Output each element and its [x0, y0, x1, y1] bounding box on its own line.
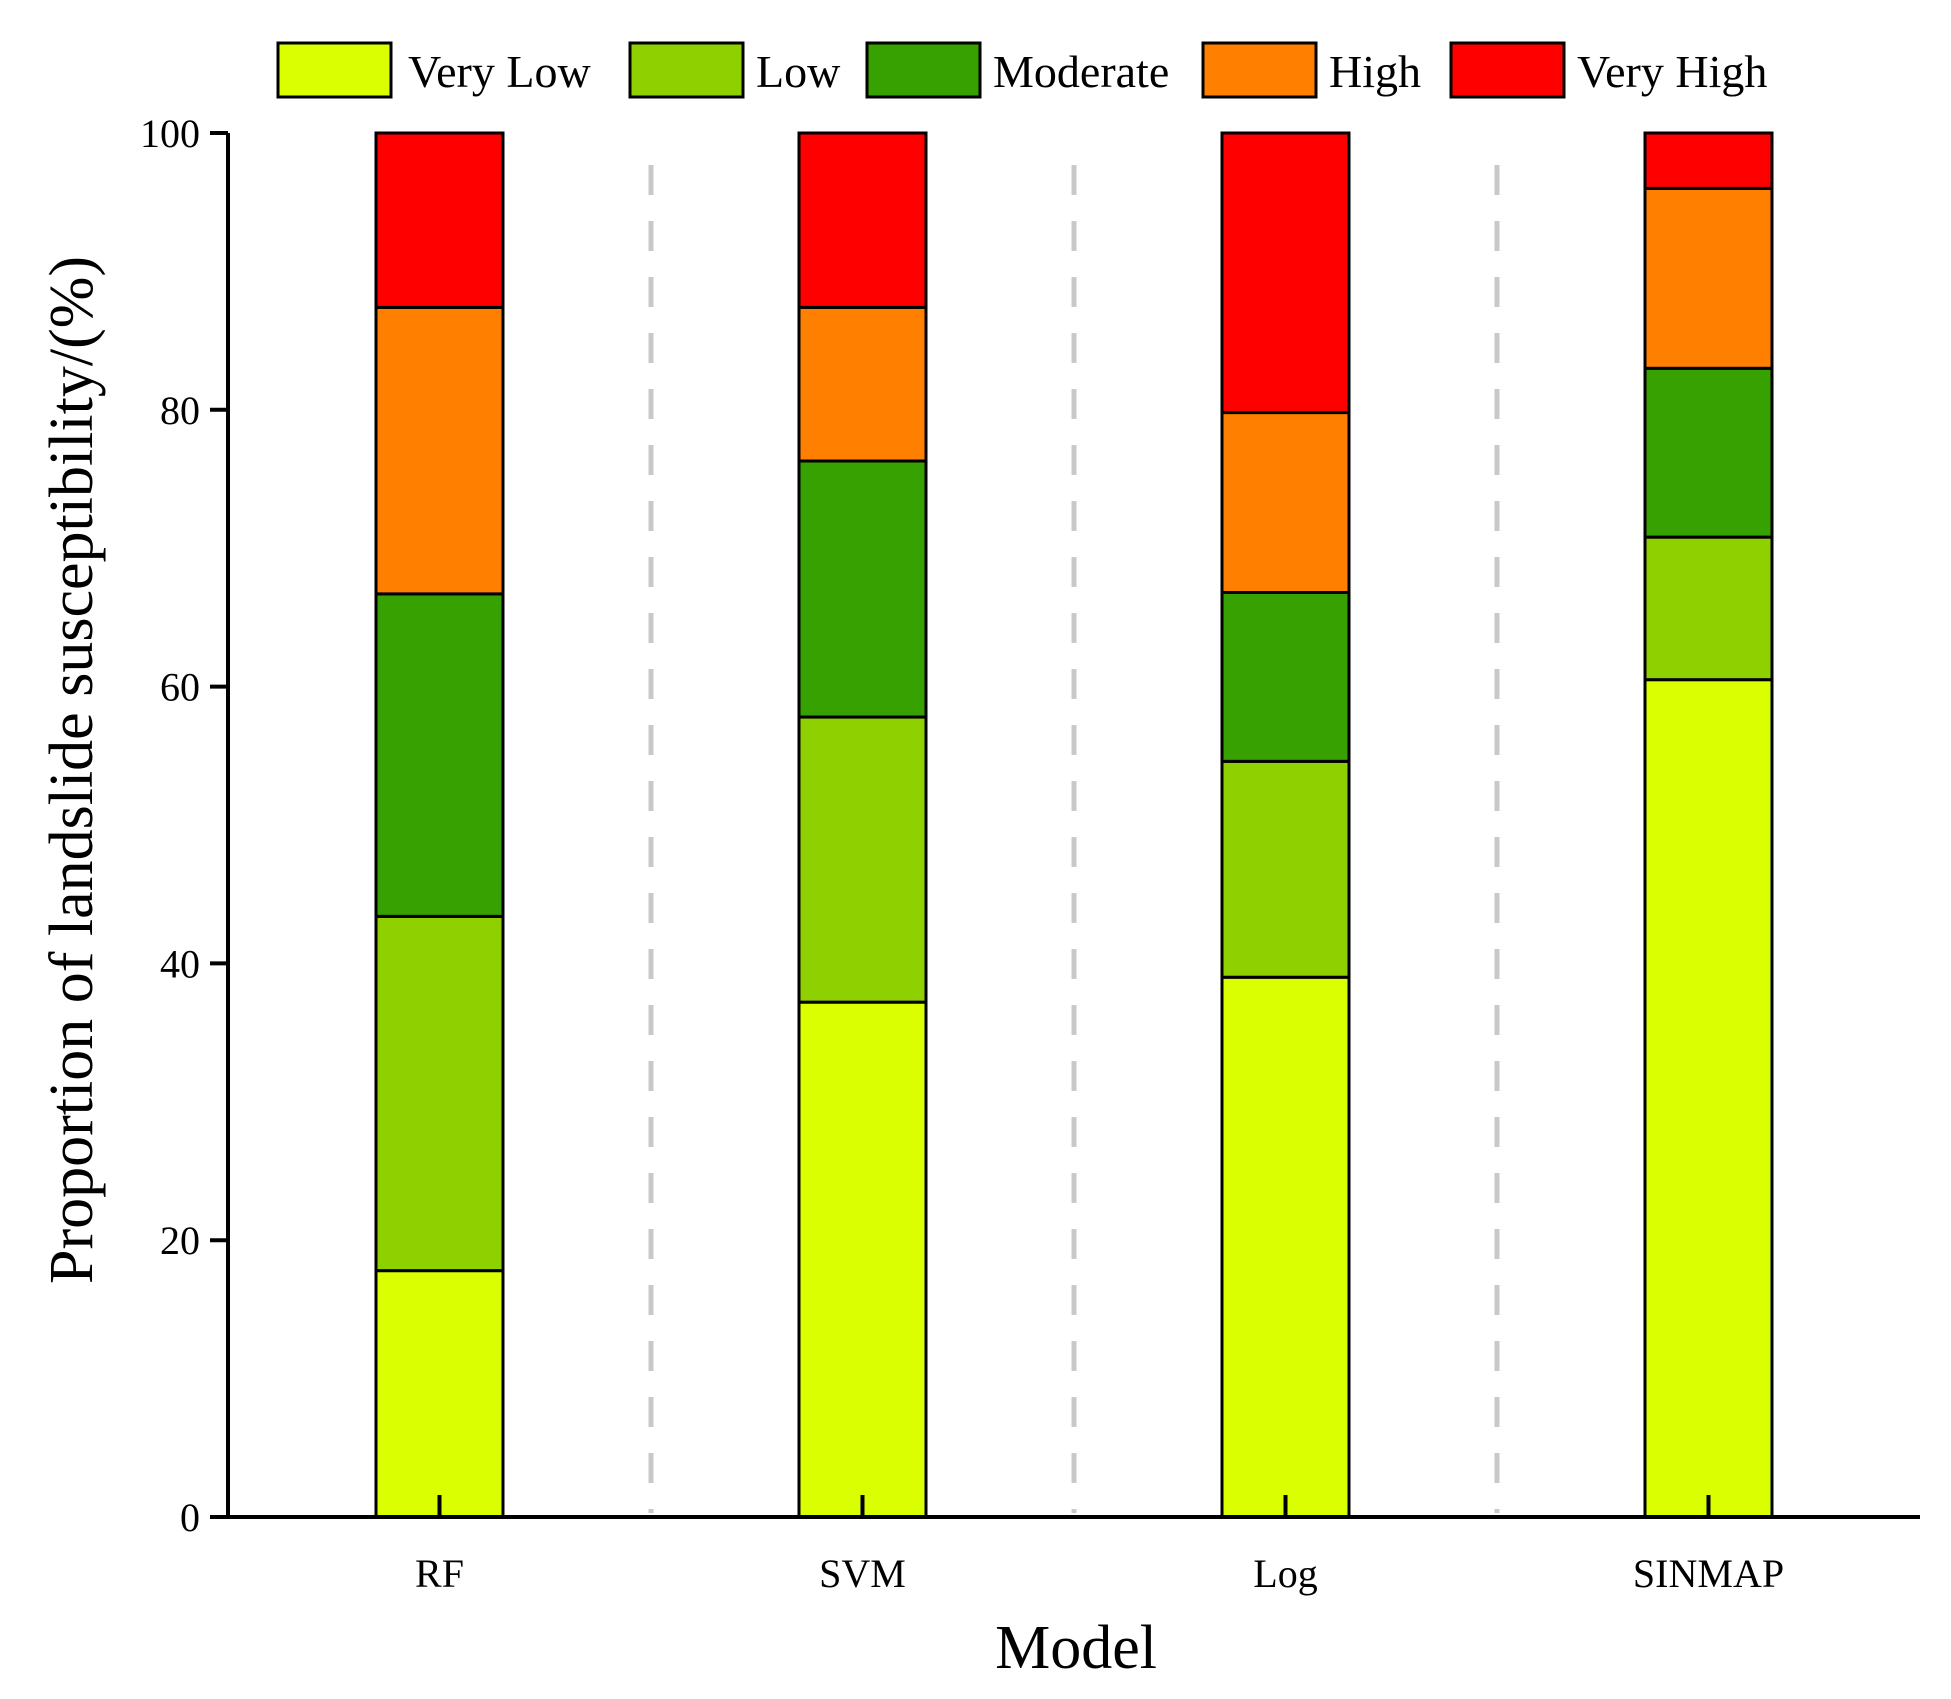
axes [226, 133, 1920, 1519]
legend-swatch-very-high [1449, 41, 1566, 99]
y-axis-title: Proportion of landslide susceptibility/(… [38, 256, 106, 1284]
x-tick-label-sinmap: SINMAP [1633, 1551, 1784, 1596]
bar-segment-sinmap-very-low [1643, 678, 1774, 1519]
bar-segment-rf-very-low [374, 1269, 505, 1519]
bar-segment-svm-moderate [797, 459, 928, 719]
bar-segment-log-moderate [1220, 590, 1351, 763]
legend-swatch-very-low [276, 41, 393, 99]
bar-segment-sinmap-low [1643, 535, 1774, 682]
axis-ticks: 0 20 40 60 80 100 RF SVM Log SINMAP [140, 111, 1784, 1596]
bar-segment-sinmap-very-high [1643, 131, 1774, 190]
bar-segment-svm-low [797, 715, 928, 1004]
legend: Very Low Low Moderate High Very High [276, 41, 1767, 99]
bar-segment-log-low [1220, 759, 1351, 979]
bar-segment-rf-very-high [374, 131, 505, 309]
bar-segment-rf-moderate [374, 592, 505, 918]
y-tick-label: 0 [180, 1495, 200, 1540]
legend-swatch-high [1201, 41, 1318, 99]
bar-segment-log-very-high [1220, 131, 1351, 415]
x-tick-label-svm: SVM [819, 1551, 906, 1596]
bar-segment-svm-high [797, 305, 928, 463]
legend-label-very-high: Very High [1577, 46, 1767, 97]
bar-segment-log-high [1220, 411, 1351, 594]
category-separators [648, 165, 1500, 1513]
bar-segment-sinmap-high [1643, 186, 1774, 370]
y-tick-label: 100 [140, 111, 200, 156]
bar-segment-sinmap-moderate [1643, 366, 1774, 539]
y-tick-label: 80 [160, 388, 200, 433]
y-tick-label: 20 [160, 1218, 200, 1263]
bar-segment-rf-low [374, 914, 505, 1273]
bar-segment-svm-very-low [797, 1000, 928, 1519]
bar-segment-rf-high [374, 305, 505, 596]
legend-label-very-low: Very Low [408, 46, 591, 97]
x-tick-label-rf: RF [415, 1551, 464, 1596]
legend-label-low: Low [756, 46, 841, 97]
legend-label-high: High [1329, 46, 1421, 97]
y-tick-label: 40 [160, 941, 200, 986]
bar-segment-svm-very-high [797, 131, 928, 309]
bars [374, 131, 1774, 1519]
x-axis-title: Model [995, 1614, 1157, 1682]
x-tick-label-log: Log [1253, 1551, 1317, 1596]
legend-swatch-low [628, 41, 745, 99]
bar-segment-log-very-low [1220, 975, 1351, 1519]
legend-label-moderate: Moderate [993, 46, 1169, 97]
y-tick-label: 60 [160, 665, 200, 710]
legend-swatch-moderate [865, 41, 982, 99]
